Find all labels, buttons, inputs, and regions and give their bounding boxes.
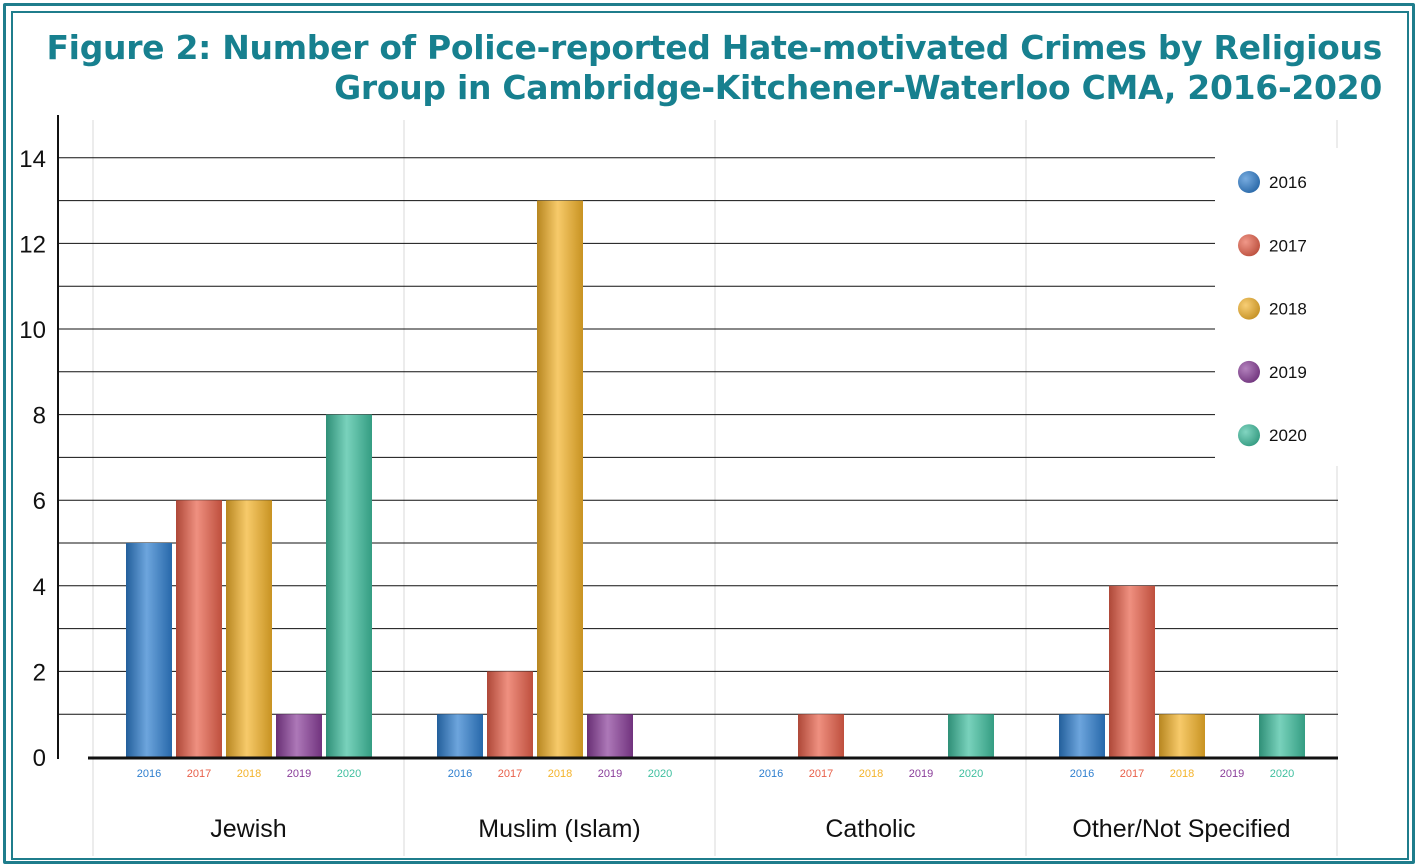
inner-frame	[11, 11, 1409, 860]
chart-title-line-2: Group in Cambridge-Kitchener-Waterloo CM…	[334, 68, 1382, 107]
bar-2020	[948, 714, 994, 757]
legend-label: 2016	[1269, 173, 1307, 192]
chart-title-line-1: Figure 2: Number of Police-reported Hate…	[46, 28, 1382, 67]
bar-year-label: 2016	[1070, 768, 1094, 780]
bar-year-label: 2019	[287, 768, 311, 780]
legend-marker-2018	[1238, 297, 1260, 320]
legend-label: 2019	[1269, 363, 1307, 382]
bar-year-label: 2019	[909, 768, 933, 780]
bar-2016	[437, 714, 483, 757]
bar-2018	[1159, 714, 1205, 757]
bar-year-label: 2016	[448, 768, 472, 780]
y-tick-label: 0	[33, 745, 46, 772]
bar-year-label: 2017	[187, 768, 211, 780]
bar-2017	[487, 671, 533, 757]
bar-2017	[176, 500, 222, 757]
bar-2020	[326, 414, 372, 757]
bar-year-label: 2018	[548, 768, 572, 780]
legend-marker-2019	[1238, 360, 1260, 383]
bar-year-label: 2017	[498, 768, 522, 780]
bar-2018	[226, 500, 272, 757]
y-tick-label: 2	[33, 659, 46, 686]
bar-year-label: 2020	[648, 768, 672, 780]
y-tick-label: 12	[19, 231, 46, 258]
y-tick-label: 4	[33, 574, 46, 601]
bar-2020	[1259, 714, 1305, 757]
bar-2017	[798, 714, 844, 757]
category-label: Other/Not Specified	[1072, 815, 1290, 843]
legend-marker-2017	[1238, 234, 1260, 257]
bar-2016	[126, 543, 172, 757]
bar-2019	[276, 714, 322, 757]
category-label: Catholic	[825, 815, 915, 843]
bar-year-label: 2019	[1220, 768, 1244, 780]
bar-2018	[537, 200, 583, 758]
bar-year-label: 2020	[959, 768, 983, 780]
category-label: Jewish	[210, 815, 286, 843]
bar-2019	[587, 714, 633, 757]
bar-year-label: 2018	[859, 768, 883, 780]
legend-label: 2020	[1269, 426, 1307, 445]
legend-label: 2017	[1269, 236, 1307, 255]
y-tick-label: 14	[19, 146, 46, 173]
category-label: Muslim (Islam)	[478, 815, 641, 843]
y-tick-label: 8	[33, 403, 46, 430]
outer-frame	[3, 3, 1415, 864]
legend-marker-2020	[1238, 424, 1260, 447]
chart-title: Figure 2: Number of Police-reported Hate…	[22, 28, 1382, 108]
y-tick-label: 10	[19, 317, 46, 344]
legend-marker-2016	[1238, 171, 1260, 193]
legend-box	[1215, 148, 1339, 466]
bar-2016	[1059, 714, 1105, 757]
bar-year-label: 2020	[1270, 768, 1294, 780]
bar-year-label: 2018	[1170, 768, 1194, 780]
bar-year-label: 2019	[598, 768, 622, 780]
y-tick-label: 6	[33, 488, 46, 515]
legend-label: 2018	[1269, 300, 1307, 319]
bar-year-label: 2018	[237, 768, 261, 780]
bar-year-label: 2016	[137, 768, 161, 780]
bar-year-label: 2017	[809, 768, 833, 780]
bar-year-label: 2020	[337, 768, 361, 780]
bar-2017	[1109, 585, 1155, 757]
bar-year-label: 2016	[759, 768, 783, 780]
bar-year-label: 2017	[1120, 768, 1144, 780]
